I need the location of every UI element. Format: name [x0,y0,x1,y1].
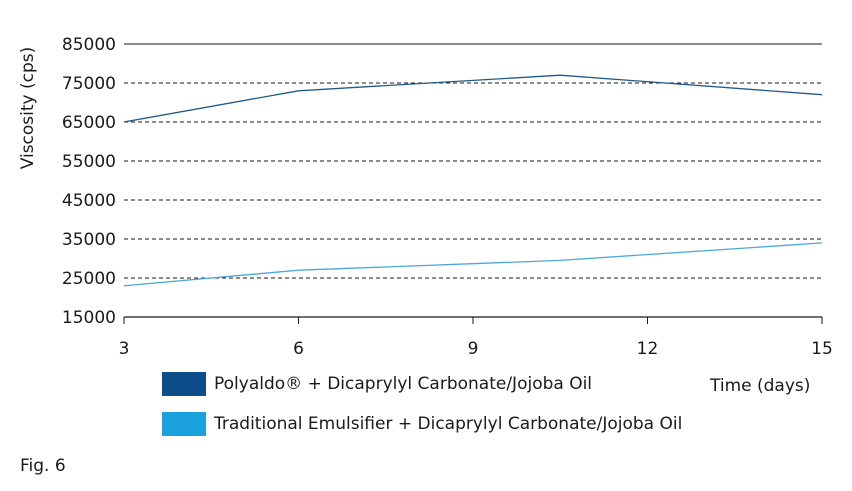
legend-swatch-traditional [162,412,206,436]
series-line-polyaldo [123,74,823,123]
y-tick-label: 45000 [62,191,116,211]
legend-item-traditional: Traditional Emulsifier + Dicaprylyl Carb… [162,412,682,436]
figure-label: Fig. 6 [20,456,66,476]
x-tick-label: 15 [811,339,833,359]
x-axis-label: Time (days) [710,376,811,396]
y-tick-label: 75000 [62,74,116,94]
y-tick-label: 55000 [62,152,116,172]
x-tick-label: 6 [293,339,304,359]
y-tick-label: 35000 [62,230,116,250]
y-axis-label: Viscosity (cps) [18,47,38,170]
series-lines [123,74,823,287]
y-tick-label: 25000 [62,269,116,289]
x-axis-ticks: 3 6 9 12 15 [119,317,833,359]
y-axis-ticks: 15000 25000 35000 45000 55000 65000 75000 85000 [62,35,116,328]
y-tick-label: 15000 [62,308,116,328]
legend-item-polyaldo: Polyaldo® + Dicaprylyl Carbonate/Jojoba … [162,372,592,396]
y-tick-label: 65000 [62,113,116,133]
x-tick-label: 9 [468,339,479,359]
series-line-traditional [123,242,823,287]
legend-label-polyaldo: Polyaldo® + Dicaprylyl Carbonate/Jojoba … [214,374,593,394]
x-tick-label: 3 [119,339,130,359]
legend-label-traditional: Traditional Emulsifier + Dicaprylyl Carb… [214,414,683,434]
legend-swatch-polyaldo [162,372,206,396]
x-tick-label: 12 [637,339,659,359]
y-tick-label: 85000 [62,35,116,55]
